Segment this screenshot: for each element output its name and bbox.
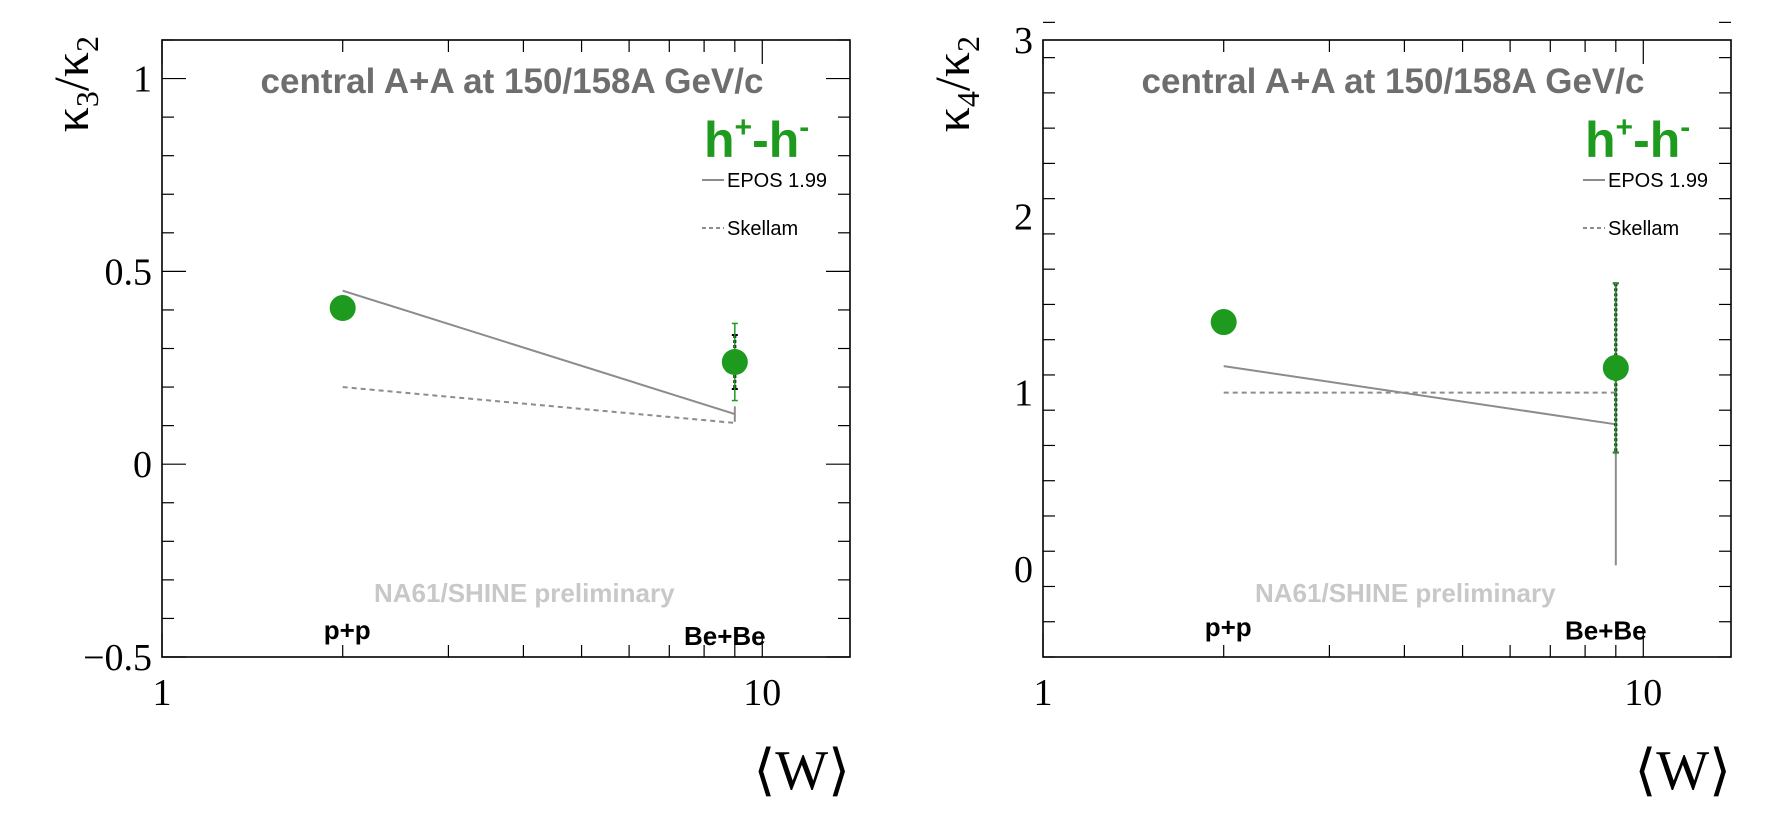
y-tick-label: 3 bbox=[1014, 20, 1033, 62]
legend: EPOS 1.99 Skellam bbox=[702, 170, 827, 240]
epos-line bbox=[342, 289, 736, 416]
legend-epos-label: EPOS 1.99 bbox=[1608, 170, 1708, 192]
plot-title: central A+A at 150/158A GeV/c bbox=[1142, 62, 1645, 101]
legend-skellam-label: Skellam bbox=[727, 218, 798, 240]
data-point-be-be bbox=[721, 348, 748, 375]
system-label: p+p bbox=[1205, 612, 1252, 642]
x-tick-label: 1 bbox=[1034, 672, 1053, 714]
plot-frame bbox=[1042, 39, 1732, 658]
y-tick-label: 0 bbox=[1014, 549, 1033, 591]
plot-title: central A+A at 150/158A GeV/c bbox=[261, 62, 764, 101]
legend-skellam-label: Skellam bbox=[1608, 218, 1679, 240]
x-axis-title: ⟨W⟩ bbox=[753, 740, 850, 802]
species-label: h+-h- bbox=[1585, 111, 1690, 168]
data-point-p-p bbox=[1210, 309, 1237, 336]
x-tick-label: 1 bbox=[153, 672, 172, 714]
preliminary-watermark: NA61/SHINE preliminary bbox=[374, 578, 675, 608]
legend-epos-label: EPOS 1.99 bbox=[727, 170, 827, 192]
y-tick-label: 0 bbox=[133, 444, 152, 486]
y-tick-label: 0.5 bbox=[105, 251, 153, 293]
plot-panel-2: 1 10 0 1 2 3 κ4/κ2 ⟨W⟩ central A+A at 150/158A G… bbox=[924, 20, 1732, 802]
system-label: Be+Be bbox=[684, 621, 766, 651]
x-tick-label: 10 bbox=[1624, 672, 1662, 714]
system-label: p+p bbox=[324, 615, 371, 645]
y-tick-label: 2 bbox=[1014, 196, 1033, 238]
y-tick-label: 1 bbox=[1014, 373, 1033, 415]
species-label: h+-h- bbox=[704, 111, 809, 168]
y-axis-title: κ3/κ2 bbox=[43, 36, 105, 132]
x-axis-title: ⟨W⟩ bbox=[1634, 740, 1731, 802]
plot-panel-1: 1 10 −0.5 0 0.5 1 κ3/κ2 ⟨W⟩ central A+A at 150/1… bbox=[43, 36, 851, 802]
y-tick-label: −0.5 bbox=[83, 637, 152, 679]
x-tick-label: 10 bbox=[743, 672, 781, 714]
skellam-line bbox=[342, 386, 735, 424]
legend: EPOS 1.99 Skellam bbox=[1583, 170, 1708, 240]
preliminary-watermark: NA61/SHINE preliminary bbox=[1255, 578, 1556, 608]
data-point-be-be bbox=[1602, 354, 1629, 381]
epos-line bbox=[1223, 365, 1616, 426]
y-tick-label: 1 bbox=[133, 59, 152, 101]
y-axis-title: κ4/κ2 bbox=[924, 36, 986, 132]
system-label: Be+Be bbox=[1565, 616, 1647, 646]
data-point-p-p bbox=[329, 295, 356, 322]
